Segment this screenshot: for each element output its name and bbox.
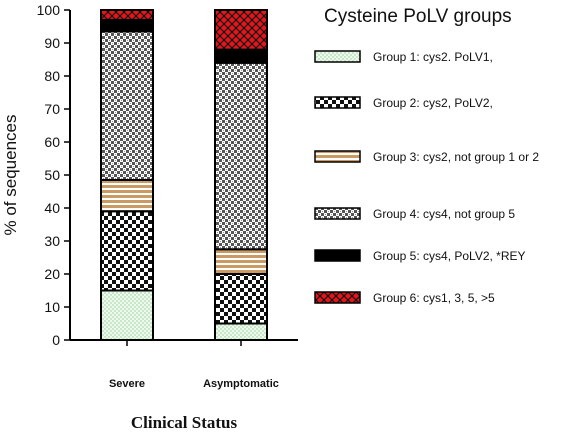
x-ticks: Severe Asymptomatic [109, 340, 279, 390]
legend-swatch-group-2 [314, 96, 361, 109]
y-tick-label: 10 [44, 299, 60, 315]
legend-swatch-group-3 [314, 150, 361, 163]
y-tick-label: 50 [44, 167, 60, 183]
legend-swatch-group-5 [314, 249, 361, 262]
bar-segment-severe-group-6 [100, 9, 154, 21]
y-tick-label: 40 [44, 200, 60, 216]
bar-segment-asymptomatic-group-6 [214, 9, 268, 51]
y-tick-label: 100 [37, 2, 61, 18]
legend-label-group-1: Group 1: cys2. PoLV1, [373, 50, 493, 64]
bar-segment-severe-group-5 [100, 18, 154, 33]
legend-label-group-3: Group 3: cys2, not group 1 or 2 [373, 150, 539, 164]
legend-label-group-5: Group 5: cys4, PoLV2, *REY [373, 249, 526, 263]
x-tick-label: Severe [109, 378, 145, 390]
y-tick-label: 0 [52, 332, 60, 348]
bar-segment-asymptomatic-group-5 [214, 48, 268, 64]
y-tick-label: 30 [44, 233, 60, 249]
y-axis-label: % of sequences [1, 115, 20, 236]
y-tick-label: 70 [44, 101, 60, 117]
legend-swatch-group-4 [314, 207, 361, 220]
y-tick-label: 60 [44, 134, 60, 150]
bar-segment-asymptomatic-group-1 [214, 322, 268, 341]
legend: Group 1: cys2. PoLV1, Group 2: cys2, PoLV… [314, 50, 539, 305]
bars [100, 9, 268, 341]
bar-segment-severe-group-4 [100, 30, 154, 181]
bar-segment-severe-group-1 [100, 289, 154, 341]
x-axis-label: Clinical Status [131, 413, 238, 432]
y-tick-label: 20 [44, 266, 60, 282]
legend-label-group-2: Group 2: cys2, PoLV2, [373, 96, 493, 110]
y-tick-label: 90 [44, 35, 60, 51]
bar-segment-asymptomatic-group-2 [214, 273, 268, 325]
legend-swatch-group-1 [314, 50, 361, 63]
x-tick-label: Asymptomatic [203, 378, 279, 390]
legend-swatch-group-6 [314, 291, 361, 304]
bar-segment-severe-group-3 [100, 178, 154, 213]
legend-label-group-4: Group 4: cys4, not group 5 [373, 207, 515, 221]
legend-label-group-6: Group 6: cys1, 3, 5, >5 [373, 291, 495, 305]
bar-segment-severe-group-2 [100, 210, 154, 292]
y-ticks: 0 10 20 30 40 50 60 70 80 90 100 [37, 2, 70, 348]
bar-segment-asymptomatic-group-3 [214, 248, 268, 275]
legend-title: Cysteine PoLV groups [324, 6, 512, 27]
bar-segment-asymptomatic-group-4 [214, 61, 268, 251]
y-tick-label: 80 [44, 68, 60, 84]
